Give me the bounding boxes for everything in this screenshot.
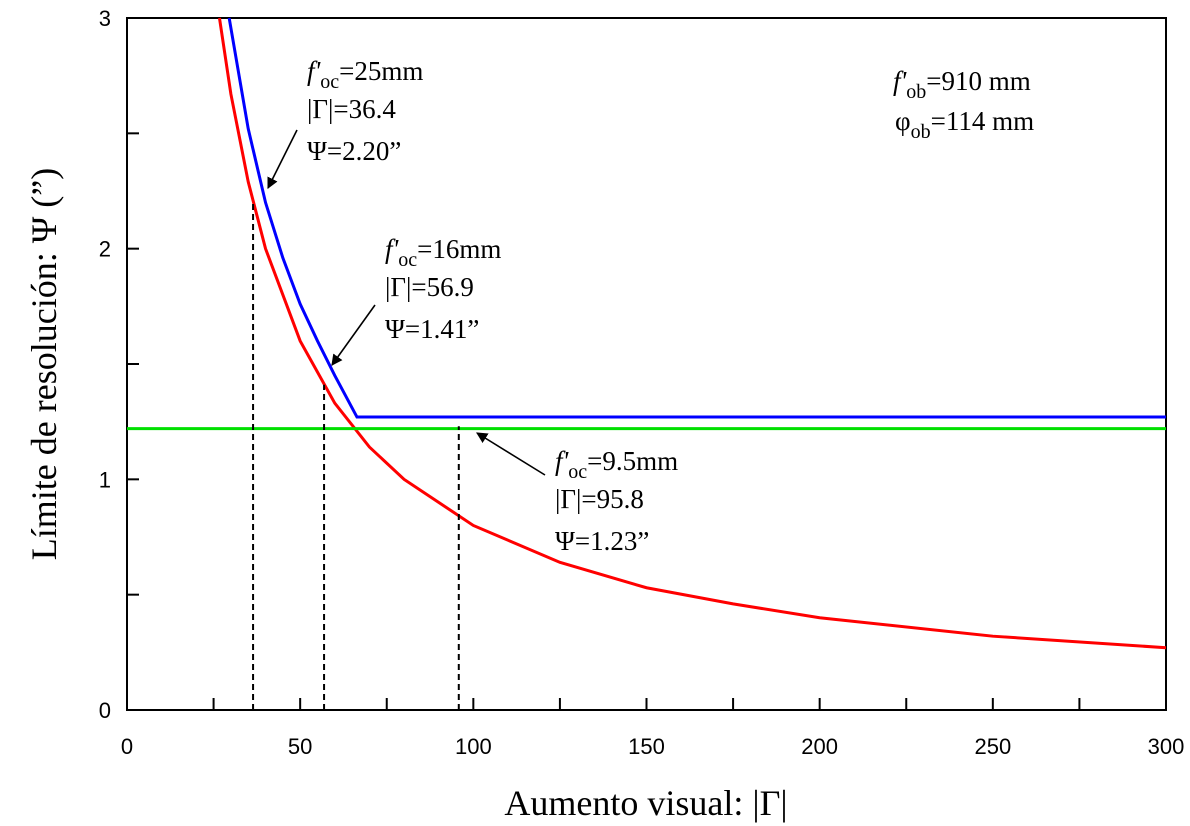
x-tick-label: 50 [288,734,312,759]
arrow [267,129,298,190]
annotation-line: f'ob=910 mm [893,66,1031,103]
symbol: f' [307,56,322,86]
subscript: oc [568,461,587,483]
arrows [267,129,546,476]
subscript: oc [398,249,417,271]
y-tick-label: 0 [99,698,111,723]
annotation-line: f'oc=25mm [307,56,423,93]
annotation-line: |Γ|=56.9 [385,272,474,302]
symbol: f' [385,234,400,264]
x-tick-label: 300 [1148,734,1185,759]
annotation-line: Ψ=1.23” [555,526,649,556]
x-tick-label: 150 [628,734,665,759]
arrow [476,432,546,476]
annotation-line: f'oc=16mm [385,234,501,271]
x-tick-label: 200 [801,734,838,759]
annotation-line: Ψ=2.20” [307,136,401,166]
x-axis-title: Aumento visual: |Γ| [504,783,787,823]
annotation-line: Ψ=1.41” [385,314,479,344]
annotation-line: |Γ|=95.8 [555,484,644,514]
value: =9.5mm [587,446,678,476]
symbol: φ [895,106,911,136]
value: =114 mm [931,106,1034,136]
value: =910 mm [926,66,1030,96]
subscript: ob [911,121,931,143]
value: =16mm [417,234,501,264]
annotation-line: |Γ|=36.4 [307,94,396,124]
x-tick-label: 0 [121,734,133,759]
symbol: f' [893,66,908,96]
annotation-line: f'oc=9.5mm [555,446,678,483]
subscript: oc [320,71,339,93]
annotation-line: φob=114 mm [895,106,1034,143]
y-tick-label: 2 [99,237,111,262]
arrow [331,304,376,366]
symbol: f' [555,446,570,476]
subscript: ob [906,81,926,103]
y-axis-title: Límite de resolución: Ψ (”) [24,168,64,560]
y-tick-label: 3 [99,6,111,31]
x-tick-label: 100 [455,734,492,759]
x-tick-label: 250 [974,734,1011,759]
value: =25mm [339,56,423,86]
y-tick-label: 1 [99,467,111,492]
series-line [227,17,1166,419]
